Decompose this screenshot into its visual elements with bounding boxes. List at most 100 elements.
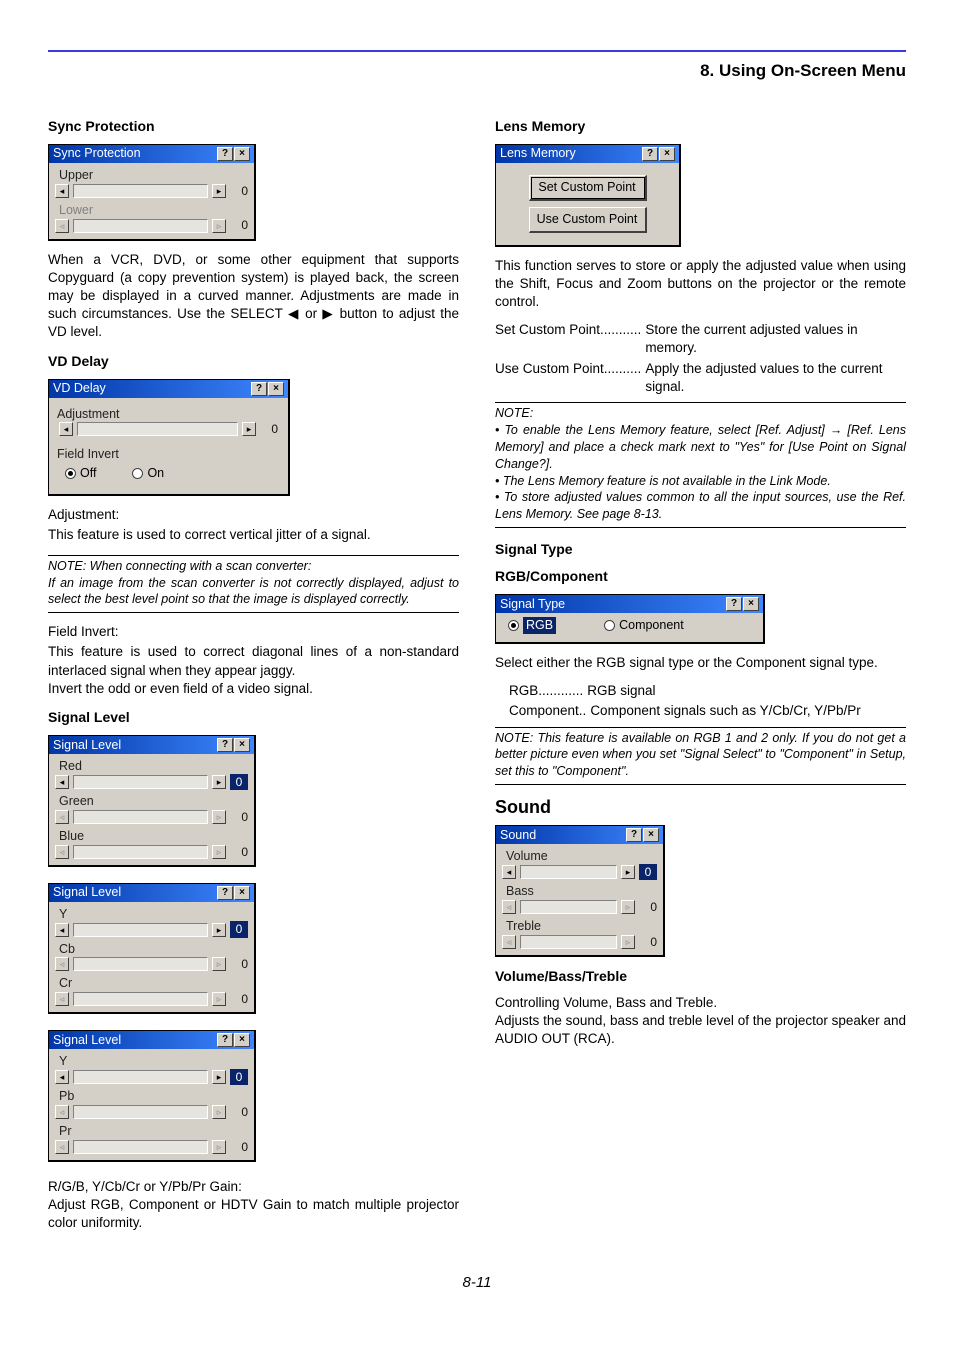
component-radio[interactable]: Component: [604, 617, 684, 634]
arrow-left-icon: ◃: [502, 900, 516, 914]
arrow-right-icon[interactable]: ▸: [212, 184, 226, 198]
arrow-left-icon[interactable]: ◂: [55, 775, 69, 789]
close-icon[interactable]: ×: [234, 147, 250, 161]
def-def: Apply the adjusted values to the current…: [641, 360, 906, 396]
slider-row: ◃ ▹ 0: [53, 810, 250, 826]
upper-slider[interactable]: ◂ ▸ 0: [53, 184, 250, 200]
arrow-right-icon[interactable]: ▸: [242, 422, 256, 436]
rgb-radio[interactable]: RGB: [508, 617, 556, 634]
slider-label: Bass: [500, 881, 659, 900]
slider-track[interactable]: [73, 775, 208, 789]
lens-memory-heading: Lens Memory: [495, 117, 906, 136]
arrow-right-icon: ▹: [212, 1105, 226, 1119]
arrow-right-icon: ▹: [212, 992, 226, 1006]
arrow-right-icon: ▹: [212, 845, 226, 859]
help-icon[interactable]: ?: [626, 828, 642, 842]
slider-row: ◃ ▹ 0: [500, 935, 659, 951]
slider-track: [520, 900, 617, 914]
help-icon[interactable]: ?: [217, 1033, 233, 1047]
signal-level-dialog: Signal Level ? × Y ◂ ▸ 0 Cb ◃ ▹ 0 Cr ◃: [48, 883, 256, 1015]
slider-track: [73, 219, 208, 233]
off-radio[interactable]: Off: [65, 465, 96, 482]
field-invert-head: Field Invert:: [48, 623, 459, 641]
left-column: Sync Protection Sync Protection ? × Uppe…: [48, 111, 459, 1243]
lens-memory-text: This function serves to store or apply t…: [495, 257, 906, 312]
arrow-left-icon[interactable]: ◂: [55, 923, 69, 937]
slider-label: Y: [53, 904, 250, 923]
note-1: • To enable the Lens Memory feature, sel…: [495, 422, 906, 473]
help-icon[interactable]: ?: [217, 886, 233, 900]
slider-row: ◃ ▹ 0: [53, 1105, 250, 1121]
slider-row[interactable]: ◂ ▸ 0: [500, 865, 659, 881]
close-icon[interactable]: ×: [234, 1033, 250, 1047]
on-radio[interactable]: On: [132, 465, 164, 482]
slider-track[interactable]: [73, 1070, 208, 1084]
rule: [48, 555, 459, 556]
slider-row[interactable]: ◂ ▸ 0: [53, 923, 250, 939]
signal-level-heading: Signal Level: [48, 708, 459, 727]
signal-level-dialog: Signal Level ? × Y ◂ ▸ 0 Pb ◃ ▹ 0 Pr ◃: [48, 1030, 256, 1162]
slider-value: 0: [230, 1104, 248, 1120]
slider-value: 0: [639, 934, 657, 950]
slider-label: Pb: [53, 1086, 250, 1105]
slider-track[interactable]: [77, 422, 238, 436]
arrow-right-icon[interactable]: ▸: [212, 775, 226, 789]
slider-row: ◃ ▹ 0: [500, 900, 659, 916]
slider-row[interactable]: ◂ ▸ 0: [53, 775, 250, 791]
slider-track[interactable]: [73, 923, 208, 937]
gain-text: Adjust RGB, Component or HDTV Gain to ma…: [48, 1196, 459, 1232]
arrow-left-icon[interactable]: ◂: [59, 422, 73, 436]
close-icon[interactable]: ×: [643, 828, 659, 842]
dialog-title: Signal Level: [53, 737, 121, 754]
help-icon[interactable]: ?: [217, 738, 233, 752]
field-invert-text1: This feature is used to correct diagonal…: [48, 643, 459, 679]
slider-track[interactable]: [73, 184, 208, 198]
field-invert-text2: Invert the odd or even field of a video …: [48, 680, 459, 698]
lower-value: 0: [230, 217, 248, 233]
help-icon[interactable]: ?: [726, 597, 742, 611]
arrow-right-icon[interactable]: ▸: [212, 923, 226, 937]
upper-label: Upper: [53, 165, 250, 184]
adjustment-slider[interactable]: ◂ ▸ 0: [57, 422, 280, 438]
slider-label: Cr: [53, 973, 250, 992]
def-row: Component .. Component signals such as Y…: [509, 702, 906, 720]
slider-label: Pr: [53, 1121, 250, 1140]
adjustment-text: This feature is used to correct vertical…: [48, 526, 459, 544]
close-icon[interactable]: ×: [268, 382, 284, 396]
close-icon[interactable]: ×: [234, 886, 250, 900]
def-row: Use Custom Point .......... Apply the ad…: [495, 360, 906, 396]
arrow-left-icon[interactable]: ◂: [55, 1070, 69, 1084]
slider-row: ◃ ▹ 0: [53, 992, 250, 1008]
set-custom-point-button[interactable]: Set Custom Point: [529, 175, 647, 201]
dialog-titlebar: VD Delay ? ×: [49, 380, 288, 398]
radio-icon: [65, 468, 76, 479]
arrow-left-icon[interactable]: ◂: [55, 184, 69, 198]
slider-row[interactable]: ◂ ▸ 0: [53, 1070, 250, 1086]
def-term: Use Custom Point: [495, 360, 604, 396]
arrow-right-icon: ▹: [212, 810, 226, 824]
arrow-right-icon: ▹: [621, 900, 635, 914]
use-custom-point-button[interactable]: Use Custom Point: [529, 207, 647, 233]
arrow-right-icon[interactable]: ▸: [212, 1070, 226, 1084]
content-columns: Sync Protection Sync Protection ? × Uppe…: [48, 111, 906, 1243]
close-icon[interactable]: ×: [743, 597, 759, 611]
slider-track[interactable]: [520, 865, 617, 879]
slider-value: 0: [230, 921, 248, 937]
arrow-left-icon: ◃: [55, 992, 69, 1006]
signal-type-text: Select either the RGB signal type or the…: [495, 654, 906, 672]
def-dots: ............: [538, 682, 583, 700]
help-icon[interactable]: ?: [642, 147, 658, 161]
sync-protection-text: When a VCR, DVD, or some other equipment…: [48, 251, 459, 342]
close-icon[interactable]: ×: [234, 738, 250, 752]
signal-type-defs: RGB ............ RGB signal Component ..…: [495, 682, 906, 720]
def-row: RGB ............ RGB signal: [509, 682, 906, 700]
help-icon[interactable]: ?: [217, 147, 233, 161]
close-icon[interactable]: ×: [659, 147, 675, 161]
page-number: 8-11: [48, 1273, 906, 1293]
help-icon[interactable]: ?: [251, 382, 267, 396]
component-label: Component: [619, 617, 684, 634]
arrow-right-icon[interactable]: ▸: [621, 865, 635, 879]
arrow-left-icon[interactable]: ◂: [502, 865, 516, 879]
on-label: On: [147, 465, 164, 482]
rule: [495, 727, 906, 728]
